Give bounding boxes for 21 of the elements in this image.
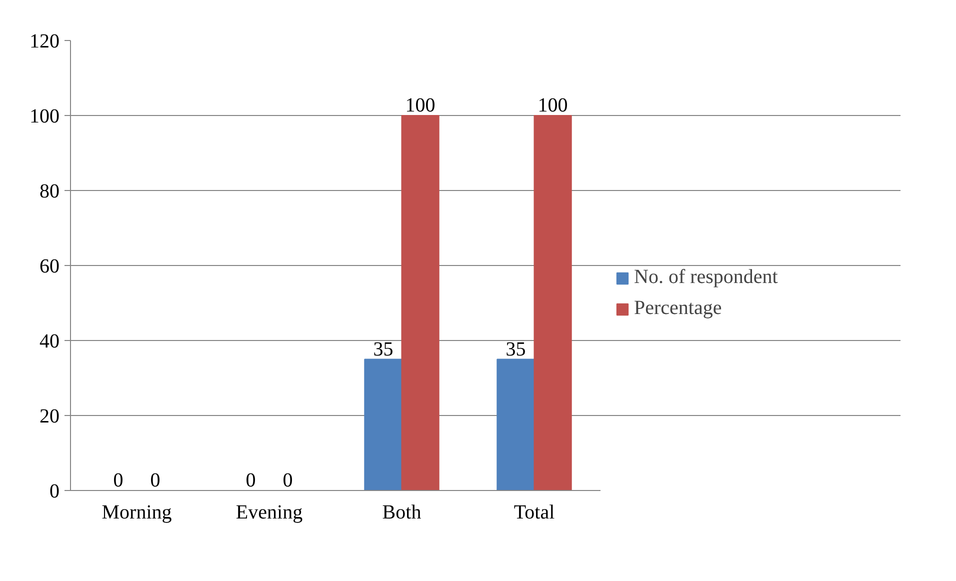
y-tick-label: 80 bbox=[40, 180, 60, 202]
x-tick-label: Morning bbox=[102, 502, 172, 524]
data-label: 100 bbox=[405, 94, 436, 116]
x-tick-label: Both bbox=[382, 502, 422, 524]
data-label: 0 bbox=[246, 470, 256, 492]
data-label: 35 bbox=[373, 338, 394, 360]
data-label: 0 bbox=[113, 470, 124, 492]
legend-label: No. of respondent bbox=[634, 266, 778, 289]
y-tick-label: 20 bbox=[40, 406, 60, 428]
y-tick-label: 120 bbox=[30, 30, 60, 52]
data-label: 100 bbox=[538, 94, 568, 116]
y-tick-label: 60 bbox=[40, 256, 60, 278]
x-tick-label: Evening bbox=[236, 502, 303, 524]
data-label: 35 bbox=[506, 338, 526, 360]
x-tick-label: Total bbox=[514, 502, 556, 524]
y-tick-label: 40 bbox=[40, 330, 60, 352]
y-tick-label: 0 bbox=[50, 480, 60, 502]
data-label: 0 bbox=[282, 470, 293, 492]
y-tick-label: 100 bbox=[30, 106, 60, 128]
legend-label: Percentage bbox=[634, 297, 722, 320]
data-label: 0 bbox=[150, 470, 160, 492]
